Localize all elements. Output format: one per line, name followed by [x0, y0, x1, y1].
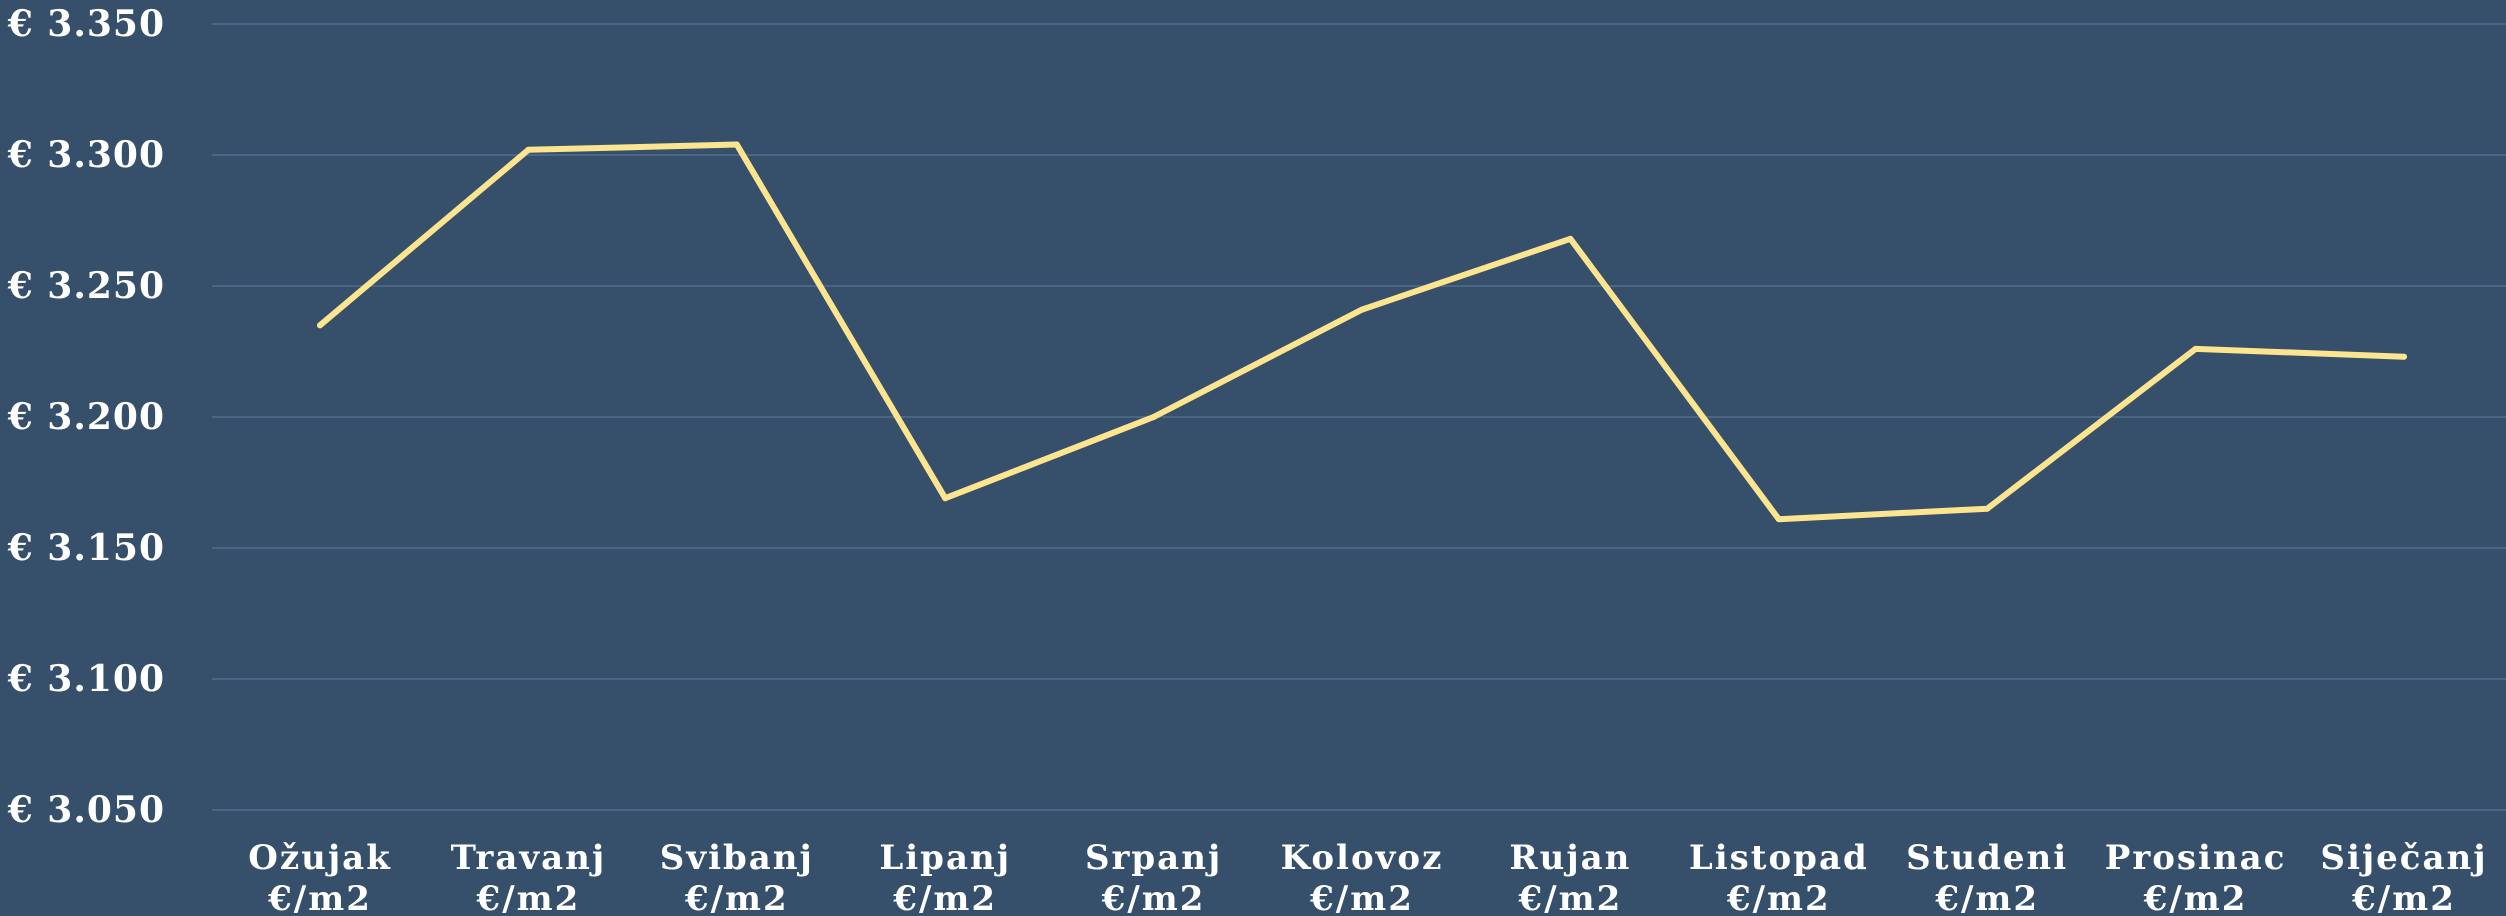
x-tick-unit: €/m2 [2143, 879, 2248, 916]
x-tick-month: Travanj [451, 838, 607, 878]
x-tick-label: Rujan €/m2 [1509, 838, 1631, 916]
x-tick-label: Kolovoz €/m2 [1281, 838, 1444, 916]
y-tick-label: € 3.200 [7, 396, 165, 438]
data-point [1150, 414, 1157, 420]
x-tick-month: Kolovoz [1281, 838, 1444, 878]
x-tick-label: Studeni €/m2 [1906, 838, 2068, 916]
y-tick-label: € 3.250 [7, 265, 165, 307]
x-tick-month: Lipanj [879, 838, 1011, 878]
x-tick-unit: €/m2 [684, 879, 789, 916]
data-point [525, 146, 532, 153]
x-tick-month: Srpanj [1085, 838, 1222, 878]
x-tick-unit: €/m2 [1726, 879, 1831, 916]
data-point [317, 322, 323, 329]
x-tick-month: Svibanj [660, 838, 814, 878]
data-point [2192, 345, 2199, 352]
x-tick-label: Ožujak €/m2 [248, 838, 392, 916]
x-tick-unit: €/m2 [1934, 879, 2039, 916]
data-point [1984, 505, 1991, 512]
x-tick-unit: €/m2 [267, 879, 372, 916]
data-point [2401, 353, 2407, 360]
x-tick-month: Studeni [1906, 838, 2068, 878]
x-tick-month: Rujan [1509, 838, 1631, 878]
x-tick-month: Prosinac [2105, 838, 2287, 878]
x-tick-unit: €/m2 [476, 879, 581, 916]
x-tick-label: Prosinac €/m2 [2105, 838, 2287, 916]
x-tick-label: Listopad €/m2 [1689, 838, 1869, 916]
y-tick-label: € 3.050 [7, 789, 165, 831]
x-tick-month: Siječanj [2320, 838, 2487, 878]
x-tick-label: Srpanj €/m2 [1085, 838, 1222, 916]
y-tick-label: € 3.300 [7, 134, 165, 176]
x-tick-unit: €/m2 [1101, 879, 1206, 916]
x-tick-unit: €/m2 [2351, 879, 2456, 916]
y-tick-label: € 3.100 [7, 658, 165, 700]
x-tick-unit: €/m2 [1309, 879, 1414, 916]
grid-lines [212, 23, 2506, 811]
x-tick-label: Travanj €/m2 [451, 838, 607, 916]
series-line [317, 141, 2407, 523]
x-tick-label: Siječanj €/m2 [2320, 838, 2487, 916]
series-layer [317, 141, 2407, 523]
x-tick-month: Listopad [1689, 838, 1869, 878]
data-point [733, 141, 740, 148]
x-tick-month: Ožujak [248, 838, 392, 878]
y-tick-label: € 3.350 [7, 3, 165, 45]
data-point [1567, 235, 1574, 242]
x-tick-label: Svibanj €/m2 [660, 838, 814, 916]
x-tick-unit: €/m2 [1518, 879, 1623, 916]
y-tick-label: € 3.150 [7, 527, 165, 569]
data-point [1359, 306, 1365, 313]
data-point [942, 495, 949, 502]
x-tick-label: Lipanj €/m2 [879, 838, 1011, 916]
data-point [1775, 516, 1782, 523]
y-axis-tick-labels: € 3.350 € 3.300 € 3.250 € 3.200 € 3.150 € 3.1… [7, 3, 165, 831]
x-tick-unit: €/m2 [892, 879, 997, 916]
